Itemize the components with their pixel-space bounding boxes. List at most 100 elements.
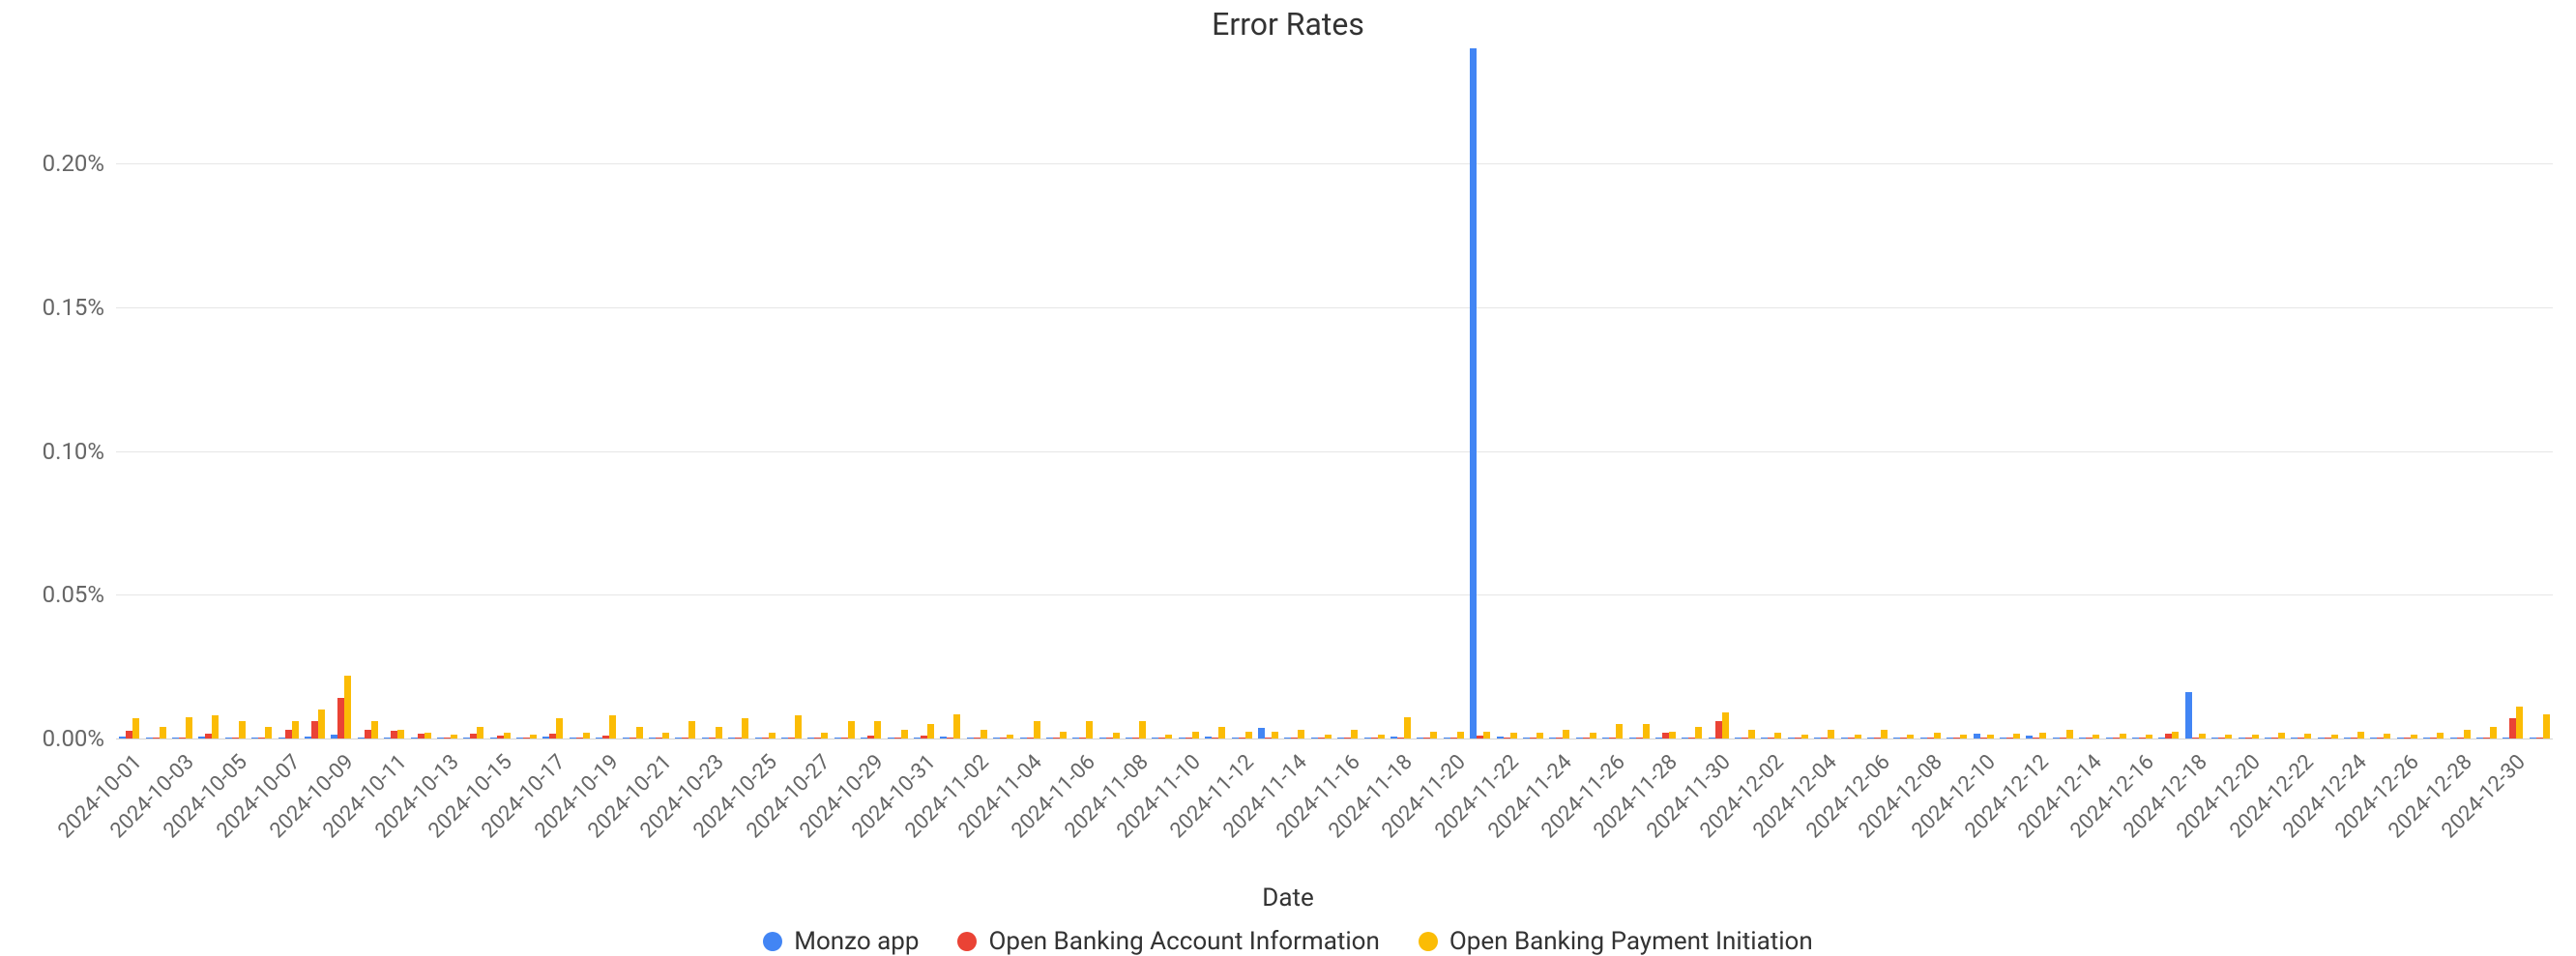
bar [1000, 738, 1007, 739]
bar [391, 731, 397, 739]
bar [1404, 717, 1411, 739]
bar [2225, 735, 2232, 739]
bar [1291, 738, 1298, 739]
bar [530, 735, 537, 739]
bar [1265, 738, 1272, 739]
bar [2516, 707, 2523, 739]
bar [1344, 738, 1351, 739]
bar [2397, 738, 2404, 739]
bar [523, 738, 530, 739]
bar [1947, 738, 1953, 739]
bar [2344, 738, 2351, 739]
bar [1337, 738, 1344, 739]
bar [2476, 738, 2483, 739]
bar [2218, 738, 2225, 739]
bar [1483, 732, 1490, 739]
bar [1165, 735, 1172, 739]
y-tick-label: 0.05% [43, 581, 116, 608]
bar [2351, 738, 2357, 739]
bar [1417, 738, 1423, 739]
bar [1841, 738, 1848, 739]
bar [371, 721, 378, 739]
bar [841, 738, 848, 739]
bar [1695, 727, 1702, 739]
bar [331, 735, 337, 739]
bar [397, 730, 404, 739]
bar [265, 727, 272, 739]
error-rates-chart: Error Rates 0.00%0.05%0.10%0.15%0.20% 20… [0, 0, 2576, 953]
bar [1855, 735, 1861, 739]
bar [867, 736, 874, 739]
bar [1715, 721, 1722, 739]
bar [2211, 738, 2218, 739]
bar [1504, 738, 1510, 739]
bar [344, 676, 351, 739]
bar [2172, 732, 2179, 739]
bar [1848, 738, 1855, 739]
bar [2093, 735, 2099, 739]
bar [119, 737, 126, 739]
bar [1563, 730, 1569, 739]
bar [2000, 738, 2006, 739]
bar [1688, 738, 1695, 739]
bar [2325, 738, 2331, 739]
bar [848, 721, 855, 739]
bar [305, 737, 311, 739]
bar [2132, 738, 2139, 739]
bar [2146, 735, 2152, 739]
bar [1828, 730, 1834, 739]
bar [1034, 721, 1040, 739]
bar [1325, 735, 1332, 739]
bar [742, 718, 748, 739]
legend-item: Open Banking Account Information [957, 927, 1379, 956]
bar [1351, 730, 1358, 739]
bar [1867, 738, 1874, 739]
bar [384, 738, 391, 739]
bar [1537, 733, 1543, 739]
bar [463, 738, 470, 739]
bar [132, 718, 139, 739]
bar [1748, 730, 1755, 739]
bar [834, 738, 841, 739]
bar [2106, 738, 2113, 739]
bar [788, 738, 795, 739]
bar [1920, 738, 1927, 739]
chart-title: Error Rates [0, 6, 2576, 43]
bar [1007, 735, 1013, 739]
bar [258, 738, 265, 739]
bar [927, 724, 934, 739]
bar [1643, 724, 1650, 739]
bar [947, 738, 953, 739]
bar [2192, 738, 2199, 739]
bar [1655, 738, 1662, 739]
bar [1774, 733, 1781, 739]
bar [1556, 738, 1563, 739]
bar [755, 738, 762, 739]
legend: Monzo app Open Banking Account Informatio… [0, 927, 2576, 956]
bar [874, 721, 881, 739]
bar [1874, 738, 1881, 739]
bar [2543, 714, 2550, 739]
bar [232, 738, 239, 739]
bar [1027, 738, 1034, 739]
bar [1397, 738, 1404, 739]
bar [2357, 732, 2364, 739]
bar [1311, 738, 1318, 739]
bar [981, 730, 987, 739]
bar [1106, 738, 1113, 739]
legend-swatch [957, 932, 977, 951]
bar [1636, 738, 1643, 739]
bar [2530, 738, 2536, 739]
bar [1390, 737, 1397, 739]
legend-item: Monzo app [763, 927, 919, 956]
bar [2185, 692, 2192, 739]
bar [1927, 738, 1934, 739]
bar [2066, 730, 2073, 739]
bar [477, 727, 483, 739]
bar [418, 734, 424, 739]
bar [1152, 738, 1158, 739]
bar [974, 738, 981, 739]
bar [239, 721, 246, 739]
legend-item: Open Banking Payment Initiation [1419, 927, 1813, 956]
bar [1669, 732, 1676, 739]
